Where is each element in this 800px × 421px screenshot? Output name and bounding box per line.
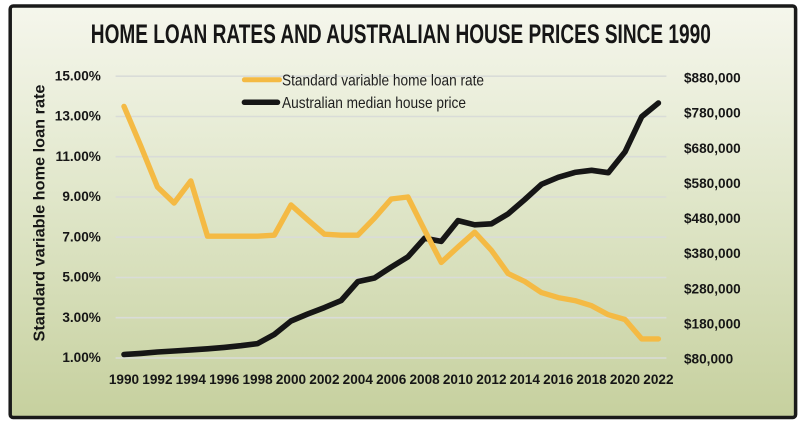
svg-text:$280,000: $280,000 (684, 281, 741, 296)
svg-text:9.00%: 9.00% (62, 189, 101, 204)
svg-text:HOME LOAN RATES AND AUSTRALIAN: HOME LOAN RATES AND AUSTRALIAN HOUSE PRI… (91, 19, 711, 49)
svg-text:2004: 2004 (343, 372, 374, 387)
svg-text:15.00%: 15.00% (55, 68, 101, 83)
svg-text:$80,000: $80,000 (684, 352, 733, 367)
svg-text:$380,000: $380,000 (684, 246, 741, 261)
svg-text:$180,000: $180,000 (684, 317, 741, 332)
svg-text:1.00%: 1.00% (62, 350, 101, 365)
svg-text:1996: 1996 (209, 372, 240, 387)
svg-text:Standard variable home loan ra: Standard variable home loan rate (32, 84, 49, 341)
svg-text:2014: 2014 (510, 372, 541, 387)
svg-text:5.00%: 5.00% (62, 270, 101, 285)
svg-text:11.00%: 11.00% (56, 149, 101, 164)
svg-text:$680,000: $680,000 (684, 141, 741, 156)
svg-text:$780,000: $780,000 (684, 106, 741, 121)
svg-text:1994: 1994 (176, 372, 207, 387)
svg-text:2016: 2016 (543, 372, 574, 387)
svg-text:7.00%: 7.00% (62, 229, 101, 244)
svg-text:$480,000: $480,000 (684, 211, 741, 226)
svg-text:Standard variable home loan ra: Standard variable home loan rate (282, 72, 484, 89)
svg-text:2000: 2000 (276, 372, 306, 387)
svg-text:2020: 2020 (610, 372, 640, 387)
svg-text:2010: 2010 (443, 372, 473, 387)
svg-text:1992: 1992 (142, 372, 173, 387)
svg-text:2002: 2002 (309, 372, 340, 387)
svg-text:$880,000: $880,000 (684, 71, 741, 86)
svg-text:Australian median house price: Australian median house price (282, 95, 466, 112)
svg-text:2018: 2018 (576, 372, 607, 387)
svg-text:$580,000: $580,000 (684, 176, 741, 191)
svg-text:2008: 2008 (409, 372, 440, 387)
svg-text:2006: 2006 (376, 372, 407, 387)
svg-text:1998: 1998 (242, 372, 273, 387)
svg-text:13.00%: 13.00% (55, 109, 101, 124)
svg-text:2022: 2022 (643, 372, 674, 387)
svg-text:1990: 1990 (109, 372, 139, 387)
svg-text:2012: 2012 (476, 372, 507, 387)
svg-text:3.00%: 3.00% (62, 310, 101, 325)
